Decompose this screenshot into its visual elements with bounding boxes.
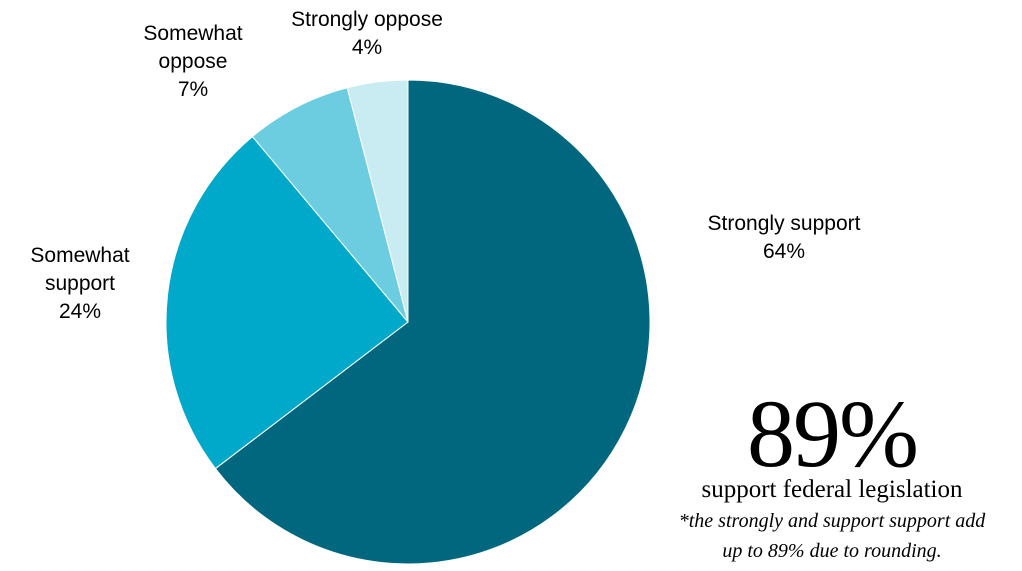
label-somewhat-support-line2: support [44,272,116,295]
label-strongly-support-name: Strongly support [707,212,861,235]
summary-stat-caption: support federal legislation [701,476,963,503]
summary-stat: 89% support federal legislation *the str… [650,380,1014,566]
label-somewhat-support-pct: 24% [58,300,102,323]
label-somewhat-oppose-line2: oppose [158,50,228,73]
pie-slice-strongly-oppose [346,79,409,323]
summary-stat-value: 89% [747,380,919,487]
label-strongly-support-pct: 64% [762,240,806,263]
pie-slice-somewhat-support [165,135,409,470]
pie-slice-strongly-support [214,79,651,565]
label-somewhat-oppose-line1: Somewhat [143,22,243,45]
label-somewhat-support-line1: Somewhat [30,244,130,267]
label-strongly-oppose-name: Strongly oppose [291,8,443,31]
label-strongly-oppose-pct: 4% [351,36,383,59]
label-strongly-oppose: Strongly oppose 4% [262,6,472,62]
pie-slice-somewhat-oppose [251,87,409,323]
label-somewhat-support: Somewhat support 24% [0,242,160,326]
summary-footnote-line2: up to 89% due to rounding. [722,540,942,562]
label-somewhat-oppose-pct: 7% [177,78,209,101]
label-strongly-support: Strongly support 64% [674,210,894,266]
summary-footnote-line1: *the strongly and support support add [678,510,986,532]
label-somewhat-oppose: Somewhat oppose 7% [118,20,268,104]
